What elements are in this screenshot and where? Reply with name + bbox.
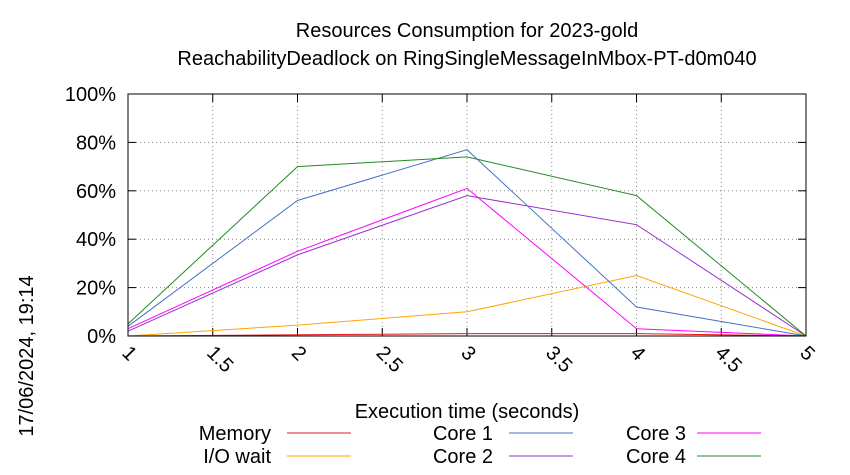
grid-lines bbox=[128, 94, 806, 336]
y-axis-ticks: 0% 20% 40% 60% 80% 100% bbox=[65, 84, 806, 348]
y-tick-label: 40% bbox=[76, 229, 116, 251]
x-tick-label: 3.5 bbox=[541, 342, 576, 377]
x-tick-label: 1 bbox=[117, 342, 140, 365]
x-tick-label: 2.5 bbox=[372, 342, 407, 377]
plot-frame bbox=[127, 93, 807, 337]
x-tick-label: 5 bbox=[795, 342, 818, 365]
series-line-core-1 bbox=[127, 149, 807, 337]
legend-label: Core 3 bbox=[626, 423, 686, 445]
series-line-core-2 bbox=[127, 195, 807, 337]
x-tick-label: 1.5 bbox=[202, 342, 237, 377]
legend-label: Core 2 bbox=[433, 446, 493, 468]
y-tick-label: 60% bbox=[76, 181, 116, 203]
chart-title: Resources Consumption for 2023-gold bbox=[296, 20, 638, 42]
series-line-memory bbox=[127, 333, 807, 337]
series-line-core-3 bbox=[127, 187, 807, 337]
x-tick-label: 2 bbox=[287, 342, 310, 365]
x-tick-label: 3 bbox=[456, 342, 479, 365]
legend-label: Memory bbox=[199, 423, 271, 445]
series-lines bbox=[127, 149, 807, 337]
x-tick-label: 4 bbox=[626, 342, 649, 365]
series-line-core-4 bbox=[127, 156, 807, 337]
y-tick-label: 0% bbox=[87, 326, 116, 348]
y-tick-label: 80% bbox=[76, 132, 116, 154]
y-tick-label: 20% bbox=[76, 278, 116, 300]
x-axis-label: Execution time (seconds) bbox=[355, 401, 580, 423]
legend-label: Core 4 bbox=[626, 446, 686, 468]
legend-label: Core 1 bbox=[433, 423, 493, 445]
series-line-i-o-wait bbox=[127, 274, 807, 337]
x-tick-label: 4.5 bbox=[711, 342, 746, 377]
y-tick-label: 100% bbox=[65, 84, 116, 106]
legend-label: I/O wait bbox=[203, 446, 271, 468]
timestamp: 17/06/2024, 19:14 bbox=[16, 275, 38, 436]
chart-subtitle: ReachabilityDeadlock on RingSingleMessag… bbox=[177, 48, 756, 70]
